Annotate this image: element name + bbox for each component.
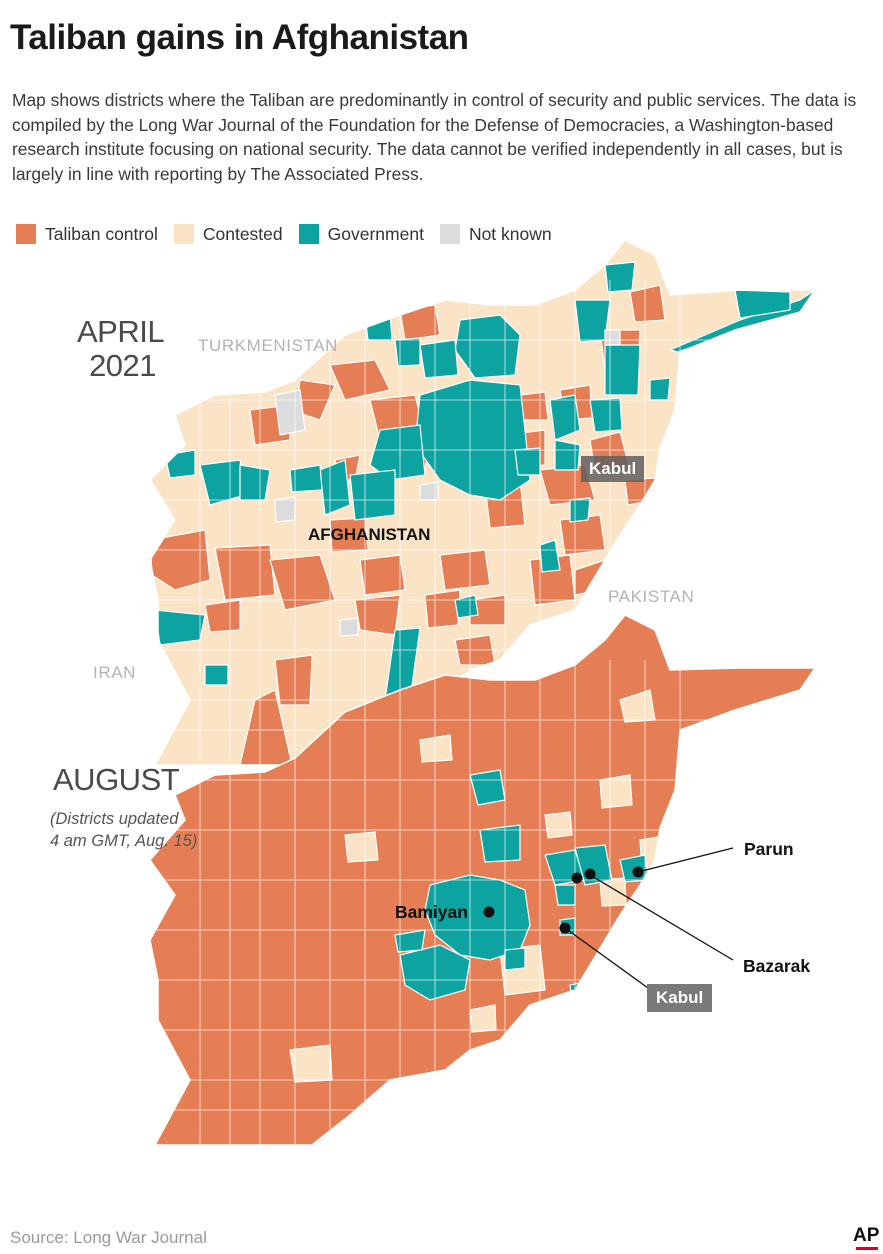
page-title: Taliban gains in Afghanistan — [10, 18, 469, 57]
callout-line-parun — [637, 847, 734, 873]
label-turkmenistan: TURKMENISTAN — [198, 336, 339, 355]
callout-line-kabul — [564, 927, 649, 989]
parun-marker — [632, 866, 644, 878]
label-afghanistan: AFGHANISTAN — [308, 525, 431, 544]
august-government-districts — [394, 769, 649, 1006]
ap-logo: AP — [853, 1225, 880, 1246]
legend-item-government: Government — [298, 223, 424, 245]
bazarak-marker-2 — [584, 868, 596, 880]
april-government-districts — [154, 261, 815, 701]
callout-line-bazarak — [589, 874, 734, 961]
april-heading: APRIL 2021 — [77, 314, 165, 383]
legend-swatch-taliban — [16, 224, 36, 244]
legend-label-taliban: Taliban control — [45, 223, 158, 244]
august-kabul-label: Kabul — [647, 984, 713, 1012]
august-note-line2: 4 am GMT, Aug. 15) — [50, 832, 198, 850]
april-heading-line1: APRIL — [77, 314, 165, 349]
description: Map shows districts where the Taliban ar… — [12, 90, 857, 184]
april-district-borders — [150, 280, 815, 765]
label-parun: Parun — [744, 839, 794, 859]
legend-label-contested: Contested — [202, 223, 283, 244]
bazarak-marker-1 — [571, 872, 583, 884]
august-note-line1: (Districts updated — [50, 810, 179, 828]
april-heading-line2: 2021 — [89, 348, 157, 383]
legend-item-contested: Contested — [173, 223, 283, 245]
legend-swatch-contested — [173, 224, 194, 244]
legend-swatch-not-known — [439, 224, 460, 244]
label-bamiyan: Bamiyan — [395, 902, 468, 922]
legend-item-not-known: Not known — [439, 223, 552, 245]
legend: Taliban control Contested Government Not… — [16, 222, 568, 246]
august-heading: AUGUST — [53, 762, 180, 797]
legend-swatch-government — [298, 224, 319, 244]
legend-label-not-known: Not known — [468, 223, 552, 244]
august-note: (Districts updated 4 am GMT, Aug. 15) — [50, 808, 197, 852]
april-kabul-label: Kabul — [581, 456, 645, 482]
label-bazarak: Bazarak — [743, 956, 811, 976]
bamiyan-marker — [483, 906, 495, 918]
august-map-outline — [149, 614, 817, 1146]
label-pakistan: PAKISTAN — [608, 587, 695, 606]
ap-logo-bar — [856, 1247, 878, 1250]
legend-label-government: Government — [327, 223, 424, 244]
august-district-borders — [150, 660, 815, 1145]
legend-item-taliban: Taliban control — [16, 224, 158, 245]
source-note: Source: Long War Journal — [10, 1228, 207, 1247]
kabul-marker — [559, 922, 571, 934]
label-iran: IRAN — [93, 663, 137, 682]
